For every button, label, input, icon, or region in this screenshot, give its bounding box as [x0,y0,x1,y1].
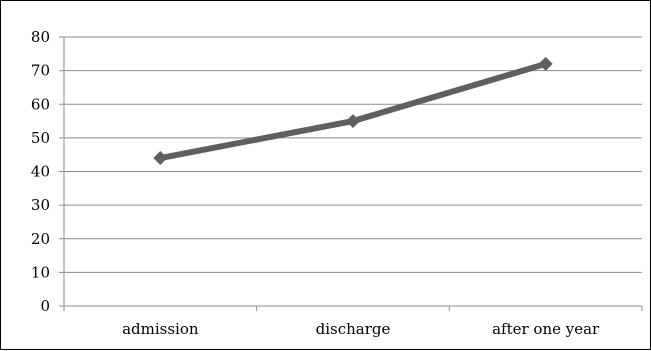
y-tick-label: 30 [31,196,50,214]
y-tick-label: 0 [40,297,50,315]
x-tick-label: admission [122,320,199,338]
x-axis-tick-labels: admission discharge after one year [122,320,600,338]
data-point-marker [346,114,360,129]
x-tick-label: discharge [316,320,391,338]
y-tick-label: 40 [31,163,50,181]
data-point-marker [153,151,168,166]
data-series [153,56,553,166]
y-axis-tick-labels: 0 10 20 30 40 50 60 70 80 [31,28,50,315]
y-tick-label: 20 [31,230,50,248]
axes [59,36,643,311]
x-tick-label: after one year [492,320,600,338]
y-tick-label: 70 [31,62,50,80]
data-point-marker [538,56,553,71]
y-tick-label: 80 [31,28,50,46]
series-line [157,60,549,162]
y-tick-label: 10 [31,263,50,281]
y-tick-label: 60 [31,95,50,113]
gridlines [64,36,642,273]
y-tick-label: 50 [31,129,50,147]
